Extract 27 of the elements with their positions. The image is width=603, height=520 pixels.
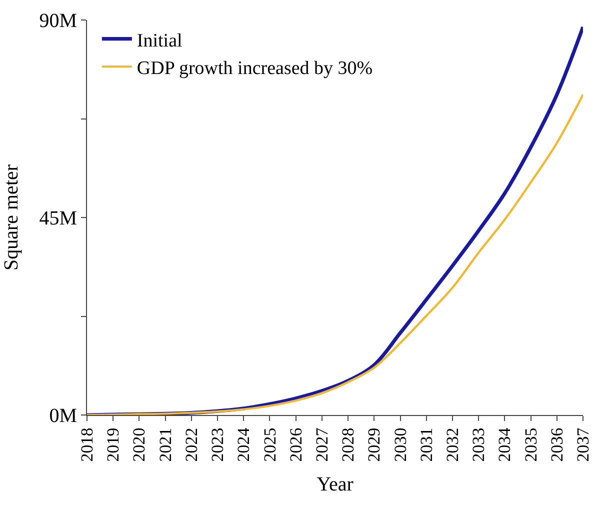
x-tick-label: 2027	[312, 427, 332, 462]
x-tick-label: 2024	[234, 427, 254, 462]
x-tick-label: 2032	[442, 428, 462, 462]
x-tick-label: 2035	[521, 428, 540, 462]
y-tick-label: 45M	[39, 208, 78, 230]
x-tick-label: 2019	[104, 428, 123, 462]
x-tick-label: 2020	[130, 428, 149, 462]
x-tick-label: 2033	[469, 428, 488, 462]
x-tick-label: 2028	[338, 428, 358, 462]
x-tick-label: 2026	[286, 428, 306, 462]
y-axis-title: Square meter	[0, 164, 23, 271]
x-axis-title: Year	[316, 473, 354, 496]
x-tick-label: 2022	[182, 428, 201, 462]
legend-label: Initial	[136, 30, 182, 52]
x-tick-label: 2021	[156, 428, 175, 462]
x-tick-label: 2018	[78, 428, 97, 462]
x-tick-label: 2029	[364, 428, 384, 462]
x-tick-label: 2037	[574, 427, 593, 462]
x-tick-label: 2036	[547, 428, 566, 462]
x-tick-label: 2030	[390, 428, 410, 462]
x-tick-label: 2034	[495, 427, 514, 462]
y-tick-label: 0M	[49, 405, 78, 427]
legend-label: GDP growth increased by 30%	[136, 58, 373, 79]
y-tick-label: 90M	[39, 10, 78, 32]
x-tick-label: 2023	[208, 428, 228, 462]
x-tick-label: 2025	[260, 428, 280, 462]
x-tick-label: 2031	[416, 428, 436, 462]
